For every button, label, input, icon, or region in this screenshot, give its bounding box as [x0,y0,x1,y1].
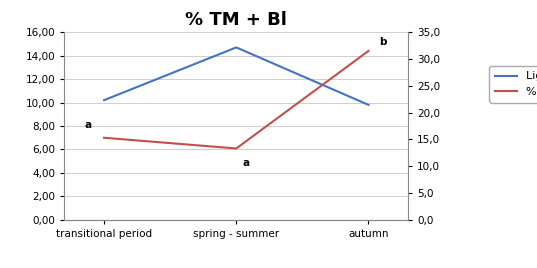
Text: b: b [379,37,387,47]
Text: a: a [85,120,92,130]
Text: a: a [243,158,250,168]
Legend: Light (h), % TM + Bl: Light (h), % TM + Bl [489,66,537,103]
Title: % TM + Bl: % TM + Bl [185,11,287,29]
